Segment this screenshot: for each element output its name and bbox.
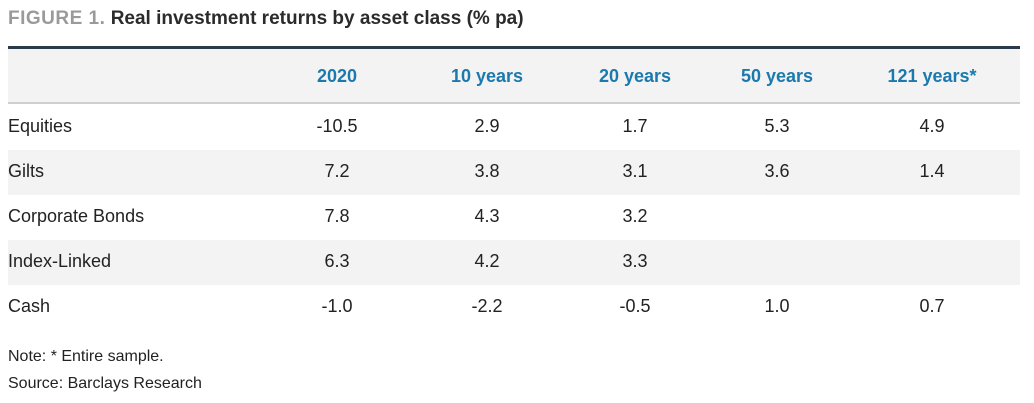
table-source: Source: Barclays Research — [8, 375, 202, 392]
table-cell: 3.1 — [622, 161, 648, 181]
table-row: Equities -10.5 2.9 1.7 5.3 4.9 — [8, 105, 1020, 150]
table-cell: -10.5 — [316, 116, 358, 136]
table-cell: -1.0 — [321, 296, 353, 316]
column-header-121-years: 121 years* — [887, 66, 977, 86]
table-cell: 4.3 — [474, 206, 500, 226]
figure-title: FIGURE 1. Real investment returns by ass… — [8, 8, 524, 30]
table-cell: 3.8 — [474, 161, 500, 181]
column-header-10-years: 10 years — [450, 66, 524, 86]
row-label: Corporate Bonds — [8, 206, 145, 226]
table-cell: 4.2 — [474, 251, 500, 271]
table-cell: 1.7 — [622, 116, 648, 136]
table-cell: 3.2 — [622, 206, 648, 226]
table-cell: 3.6 — [764, 161, 790, 181]
table-note: Note: * Entire sample. — [8, 348, 164, 365]
table-cell: 0.7 — [919, 296, 945, 316]
row-label: Equities — [8, 116, 73, 136]
table-cell: 6.3 — [324, 251, 350, 271]
row-label: Gilts — [8, 161, 44, 181]
column-header-20-years: 20 years — [598, 66, 672, 86]
table-cell: 7.2 — [324, 161, 350, 181]
row-label: Index-Linked — [8, 251, 112, 271]
table-cell: 2.9 — [474, 116, 500, 136]
column-header-2020: 2020 — [316, 66, 358, 86]
table-cell: 1.4 — [919, 161, 945, 181]
table-top-rule — [8, 46, 1020, 49]
table-cell: 7.8 — [324, 206, 350, 226]
table-header — [8, 49, 1020, 104]
figure-label: FIGURE 1. — [8, 8, 106, 29]
table-row: Corporate Bonds 7.8 4.3 3.2 — [8, 195, 1020, 240]
column-header-50-years: 50 years — [740, 66, 814, 86]
table-cell: 4.9 — [919, 116, 945, 136]
figure-heading: Real investment returns by asset class (… — [110, 8, 524, 29]
table-cell: 5.3 — [764, 116, 790, 136]
table-row: Gilts 7.2 3.8 3.1 3.6 1.4 — [8, 150, 1020, 195]
table-cell: 3.3 — [622, 251, 648, 271]
table-cell: -2.2 — [471, 296, 503, 316]
table-cell: -0.5 — [619, 296, 651, 316]
row-label: Cash — [8, 296, 51, 316]
table-row: Cash -1.0 -2.2 -0.5 1.0 0.7 — [8, 285, 1020, 330]
table-cell: 1.0 — [764, 296, 790, 316]
table-row: Index-Linked 6.3 4.2 3.3 — [8, 240, 1020, 285]
